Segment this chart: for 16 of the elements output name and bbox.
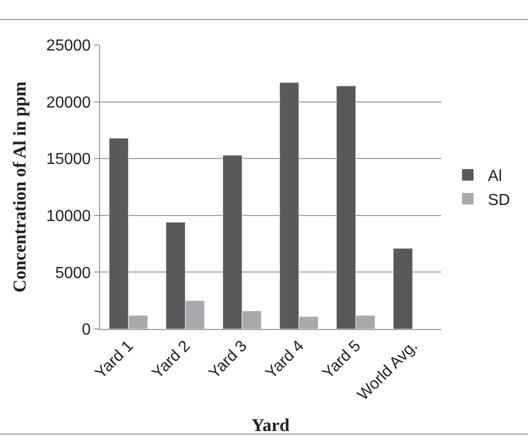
bar [393, 248, 413, 329]
y-axis-title: Concentration of Al in ppm [10, 81, 30, 293]
x-axis-title: Yard [251, 415, 290, 436]
y-tick-label: 25000 [46, 38, 91, 55]
x-tick-label: Yard 3 [206, 338, 251, 382]
x-tick-label: Yard 1 [92, 338, 137, 382]
legend-label: SD [488, 192, 510, 209]
legend-label: Al [488, 168, 502, 186]
x-tick-label: Yard 4 [262, 338, 308, 382]
y-tick-label: 5000 [55, 264, 91, 282]
x-tick-label: Yard 2 [149, 338, 194, 382]
y-tick-label: 15000 [46, 151, 91, 168]
y-tick-label: 10000 [46, 208, 91, 225]
y-tick-label: 20000 [46, 94, 91, 112]
x-tick-label: Yard 5 [320, 338, 364, 382]
y-tick-label: 0 [82, 322, 91, 339]
